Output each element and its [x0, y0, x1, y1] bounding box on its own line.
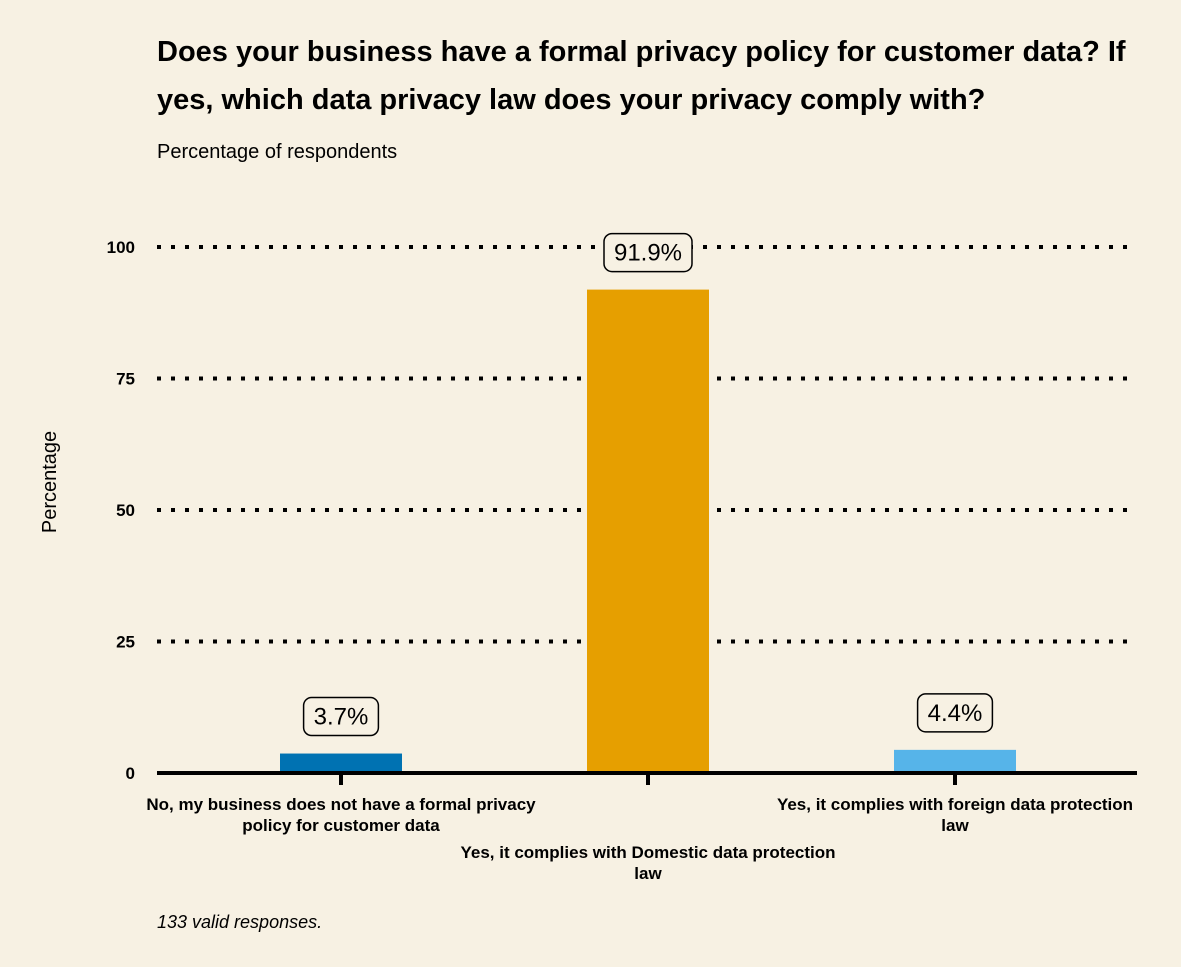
chart-title: Does your business have a formal privacy…	[157, 36, 1126, 116]
data-label: 4.4%	[916, 693, 994, 733]
data-label-box	[916, 693, 994, 733]
x-tick-label: No, my business does not have a formal p…	[146, 795, 536, 835]
y-tick-label: 25	[116, 633, 135, 652]
chart-subtitle: Percentage of respondents	[157, 141, 398, 163]
x-axis-ticks: No, my business does not have a formal p…	[146, 773, 1133, 883]
x-tick-label: Yes, it complies with Domestic data prot…	[460, 843, 835, 883]
data-label-text: 3.7%	[314, 704, 369, 731]
data-label-box	[302, 696, 380, 737]
data-labels: 3.7% 91.9% 4.4%	[302, 232, 994, 737]
bar	[894, 749, 1016, 773]
chart-note: 133 valid responses.	[157, 912, 323, 932]
data-label-text: 4.4%	[928, 700, 983, 727]
bars	[280, 289, 1016, 773]
data-label: 91.9%	[603, 232, 693, 273]
data-label-box	[603, 232, 693, 273]
bar	[587, 289, 709, 773]
y-tick-label: 75	[116, 370, 135, 389]
y-tick-label: 0	[126, 764, 135, 783]
y-axis-ticks: 0 25 50 75 100	[107, 238, 135, 783]
y-axis-title: Percentage	[39, 431, 61, 533]
y-tick-label: 50	[116, 501, 135, 520]
x-tick-label: Yes, it complies with foreign data prote…	[777, 795, 1133, 835]
bar	[280, 753, 402, 773]
data-label-text: 91.9%	[614, 240, 682, 267]
data-label: 3.7%	[302, 696, 380, 737]
y-tick-label: 100	[107, 238, 135, 257]
